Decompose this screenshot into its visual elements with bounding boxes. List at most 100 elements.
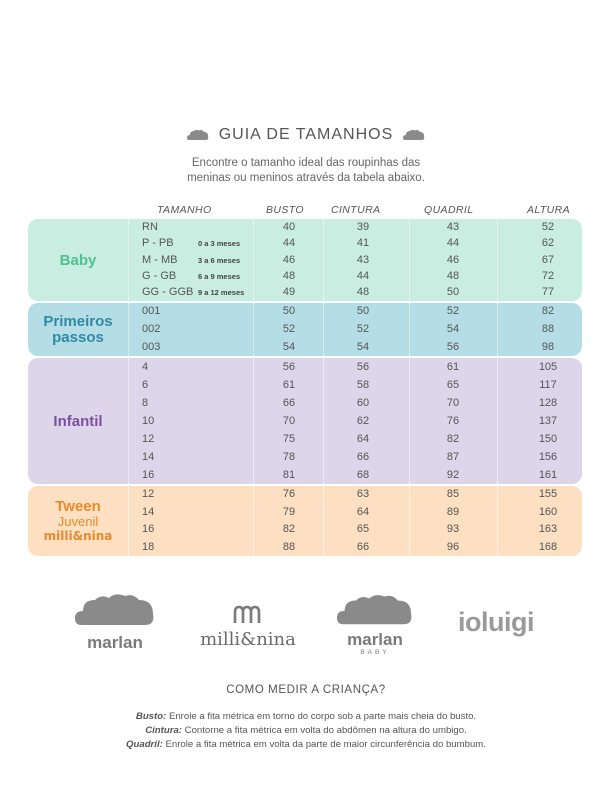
quadril-cell: 46: [446, 253, 460, 266]
busto-cell: 75: [282, 432, 296, 445]
busto-cell: 52: [282, 323, 296, 335]
cintura-cell: 65: [356, 523, 370, 536]
band-tween: [28, 486, 582, 556]
altura-cell: 156: [538, 450, 558, 463]
logo-subtext: BABY: [360, 649, 390, 656]
size-cell: P - PB: [142, 237, 174, 250]
size-cell: G - GB: [142, 269, 177, 282]
group-label-tween: Tween Juvenil milli&nina: [28, 486, 128, 556]
cintura-cell: 66: [356, 450, 370, 463]
cintura-cell: 54: [356, 340, 370, 353]
subtitle-line: meninas ou meninos através da tabela aba…: [187, 172, 425, 184]
altura-cell: 161: [538, 468, 558, 481]
table-row: 12 75 64 82 150: [128, 431, 582, 448]
measure-label: Cintura:: [145, 725, 182, 736]
table-row: 18 88 66 96 168: [128, 539, 582, 556]
table-row: 14 79 64 89 160: [128, 504, 582, 521]
cintura-cell: 52: [356, 323, 370, 335]
table-row: 4 56 56 61 105: [128, 359, 582, 376]
quadril-cell: 43: [446, 220, 460, 233]
cintura-cell: 58: [356, 378, 370, 391]
table-row: 001 50 50 52 82: [128, 303, 582, 320]
size-cell: 16: [142, 523, 155, 536]
logo-ioluigi: ioluigi: [446, 607, 546, 638]
quadril-cell: 48: [446, 269, 460, 282]
busto-cell: 81: [282, 468, 296, 481]
group-label-primeiros-passos: Primeiros passos: [28, 303, 128, 356]
quadril-cell: 82: [446, 432, 460, 445]
busto-cell: 70: [282, 414, 296, 427]
column-divider: [497, 219, 498, 556]
altura-cell: 128: [538, 396, 558, 409]
cintura-cell: 64: [356, 505, 370, 518]
age-cell: 0 a 3 meses: [198, 239, 241, 249]
measure-title: COMO MEDIR A CRIANÇA?: [226, 684, 386, 696]
busto-cell: 46: [282, 253, 296, 266]
column-header-altura: ALTURA: [527, 204, 571, 216]
table-row: 14 78 66 87 156: [128, 449, 582, 466]
cintura-cell: 66: [356, 540, 370, 553]
quadril-cell: 56: [446, 340, 460, 353]
size-cell: 8: [142, 396, 149, 409]
cintura-cell: 68: [356, 468, 370, 481]
cintura-cell: 60: [356, 396, 370, 409]
size-cell: GG - GGB: [142, 286, 194, 299]
size-cell: 001: [142, 305, 161, 318]
quadril-cell: 76: [446, 414, 460, 427]
busto-cell: 78: [282, 450, 296, 463]
group-label-text: Juvenil: [57, 513, 99, 529]
busto-cell: 82: [282, 523, 296, 536]
size-cell: 12: [142, 488, 155, 501]
subtitle: Encontre o tamanho ideal das roupinhas d…: [0, 156, 612, 186]
table-row: 12 76 63 85 155: [128, 486, 582, 503]
altura-cell: 77: [541, 286, 555, 299]
measure-text: Enrole a fita métrica em volta da parte …: [165, 739, 486, 750]
size-cell: 6: [142, 378, 149, 391]
table-row: 002 52 52 54 88: [128, 321, 582, 338]
busto-cell: 79: [282, 505, 296, 518]
page-title: GUIA DE TAMANHOS: [218, 126, 394, 143]
quadril-cell: 96: [446, 540, 460, 553]
altura-cell: 98: [541, 340, 555, 353]
altura-cell: 82: [541, 305, 555, 318]
cintura-cell: 63: [356, 488, 370, 501]
logo-text: milli&nina: [200, 629, 296, 650]
cintura-cell: 48: [356, 286, 370, 299]
column-header-busto: BUSTO: [266, 204, 304, 216]
quadril-cell: 87: [446, 450, 460, 463]
quadril-cell: 52: [446, 305, 460, 318]
quadril-cell: 61: [446, 360, 460, 373]
group-label-baby: Baby: [28, 219, 128, 301]
logo-text: ioluigi: [458, 607, 534, 637]
altura-cell: 67: [541, 253, 555, 266]
cintura-cell: 64: [356, 432, 370, 445]
column-header-cintura: CINTURA: [331, 204, 381, 216]
altura-cell: 137: [538, 414, 558, 427]
group-label-text: Infantil: [53, 412, 103, 430]
table-row: RN 40 39 43 52: [128, 219, 582, 236]
quadril-cell: 89: [446, 505, 460, 518]
size-cell: 10: [142, 414, 155, 427]
table-row: 10 70 62 76 137: [128, 413, 582, 430]
cloud-logo-icon: [75, 594, 154, 625]
altura-cell: 160: [538, 505, 558, 518]
size-cell: M - MB: [142, 253, 178, 266]
brand-logos: marlan milli&nina marlan BABY ioluigi: [0, 592, 612, 664]
quadril-cell: 93: [446, 523, 460, 536]
cloud-logo-icon: [337, 595, 412, 625]
altura-cell: 163: [538, 523, 558, 536]
group-label-text: Tween: [55, 497, 101, 515]
cloud-icon: [403, 129, 425, 140]
column-header-quadril: QUADRIL: [424, 204, 474, 216]
measure-note-cintura: Cintura: Contorne a fita métrica em volt…: [0, 725, 612, 736]
column-header-tamanho: TAMANHO: [157, 204, 212, 216]
column-divider: [253, 219, 254, 556]
quadril-cell: 65: [446, 378, 460, 391]
band-primeiros-passos: [28, 303, 582, 356]
busto-cell: 56: [282, 360, 296, 373]
table-row: 6 61 58 65 117: [128, 377, 582, 394]
subtitle-line: Encontre o tamanho ideal das roupinhas d…: [191, 157, 421, 169]
table-row: 8 66 60 70 128: [128, 395, 582, 412]
table-row: P - PB 0 a 3 meses 44 41 44 62: [128, 235, 582, 252]
altura-cell: 62: [541, 237, 555, 250]
